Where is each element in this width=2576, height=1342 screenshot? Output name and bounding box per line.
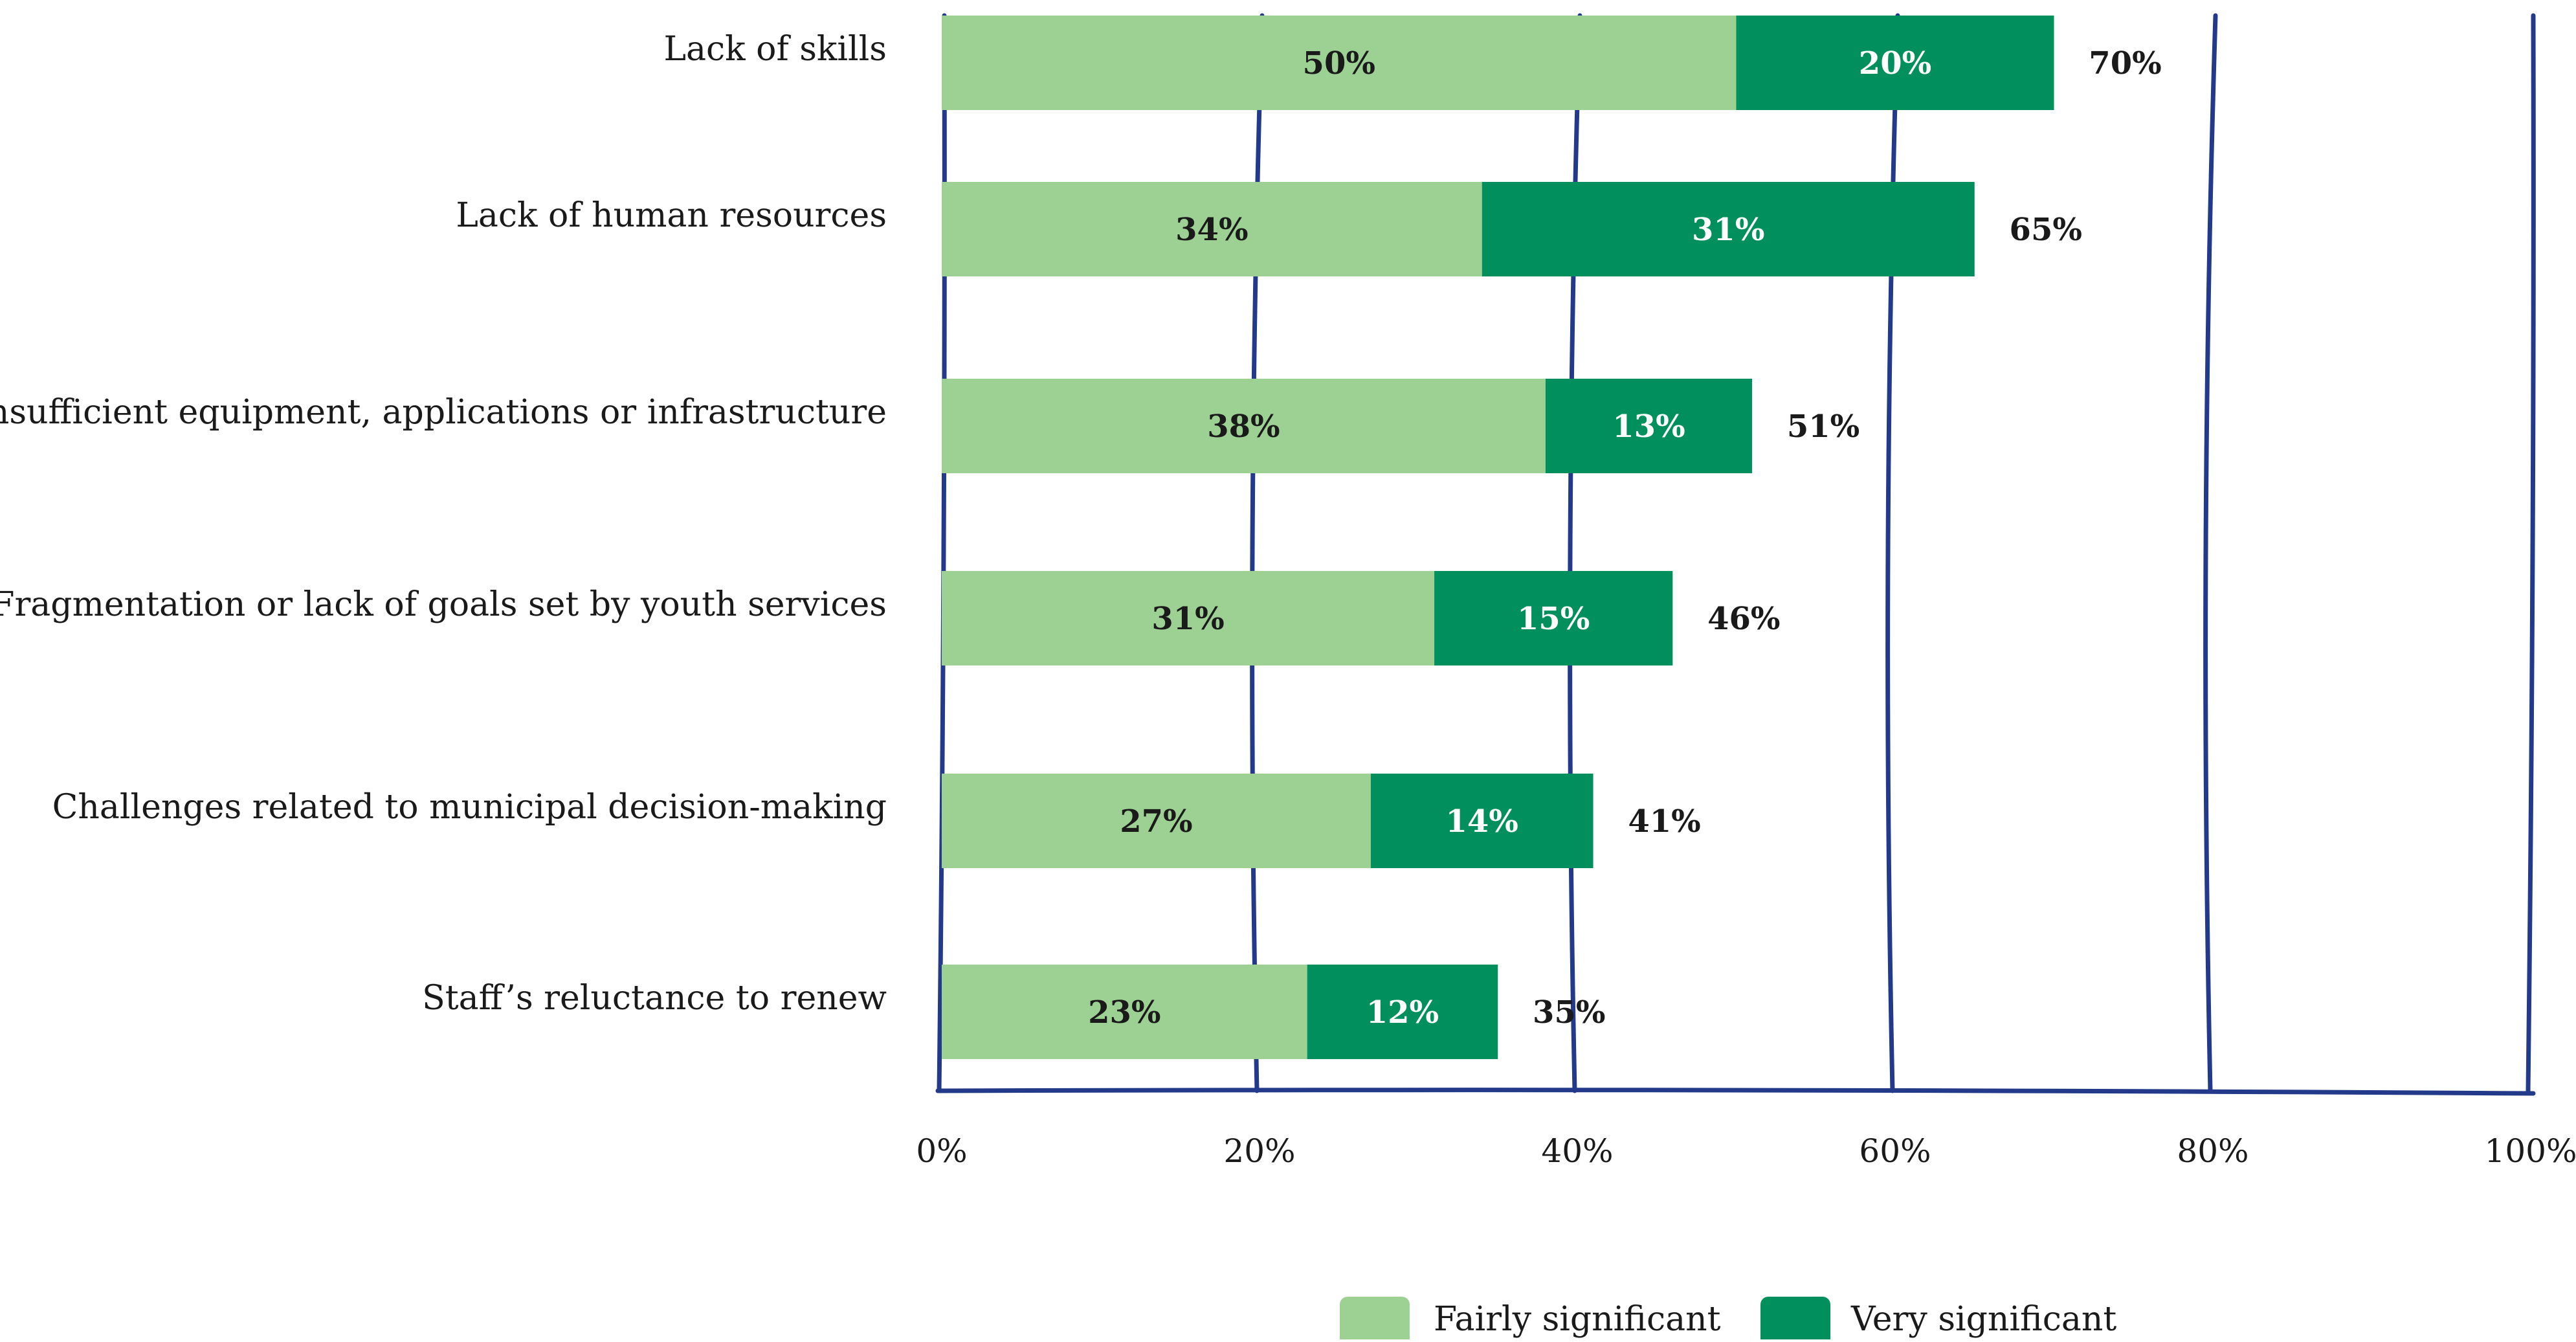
category-label: Lack of skills (663, 30, 887, 69)
data-label: 15% (1517, 601, 1590, 637)
total-label: 46% (1707, 601, 1780, 637)
category-label: Lack of human resources (456, 196, 887, 235)
bar-very-significant (1482, 182, 1975, 276)
category-label: Staff’s reluctance to renew (422, 979, 887, 1018)
category-label: Challenges related to municipal decision… (52, 788, 887, 827)
data-label: 20% (1859, 45, 1931, 82)
bar-layer (942, 16, 2054, 1059)
gridline-20 (1250, 13, 1265, 1093)
x-tick-label: 20% (1223, 1132, 1295, 1170)
bar-fairly-significant (942, 774, 1371, 868)
total-label: 51% (1787, 408, 1860, 445)
bar-very-significant (1545, 379, 1753, 473)
gridline-0 (937, 13, 947, 1093)
bar-fairly-significant (942, 571, 1435, 665)
bar-fairly-significant (942, 16, 1737, 110)
x-tick-label: 40% (1541, 1132, 1613, 1170)
data-label: 23% (1088, 994, 1160, 1031)
data-label: 31% (1151, 601, 1224, 637)
data-label: 38% (1207, 408, 1280, 445)
bar-fairly-significant (942, 182, 1482, 276)
legend-label: Fairly significant (1434, 1300, 1721, 1339)
data-label: 31% (1692, 212, 1764, 248)
gridline-100 (2526, 13, 2536, 1093)
data-label: 13% (1612, 408, 1685, 445)
label-layer: 50% 20% 70% Lack of skills 34% 31% 65% Lack of … (0, 30, 2162, 1031)
grid-layer (937, 13, 2536, 1093)
total-label: 70% (2089, 45, 2161, 82)
x-tick-label: 0% (916, 1132, 967, 1170)
data-label: 12% (1366, 994, 1439, 1031)
bar-fairly-significant (942, 965, 1307, 1059)
gridline-60 (1885, 13, 1900, 1093)
data-label: 14% (1445, 803, 1518, 840)
bar-very-significant (1307, 965, 1498, 1059)
data-label: 50% (1303, 45, 1375, 82)
data-label: 34% (1175, 212, 1248, 248)
total-label: 35% (1533, 994, 1605, 1031)
legend-swatch-very-significant (1760, 1297, 1830, 1342)
gridline-80 (2203, 13, 2218, 1093)
legend: Fairly significant Very significant (1340, 1297, 2116, 1342)
bar-very-significant (1434, 571, 1673, 665)
gridline-40 (1568, 13, 1582, 1093)
bar-very-significant (1736, 16, 2054, 110)
category-label: Fragmentation or lack of goals set by yo… (0, 585, 887, 624)
data-label: 27% (1120, 803, 1192, 840)
legend-label: Very significant (1850, 1300, 2116, 1339)
x-axis-line (935, 1088, 2536, 1096)
x-tick-label: 60% (1859, 1132, 1931, 1170)
total-label: 65% (2010, 212, 2082, 248)
category-label: Insufficient equipment, applications or … (0, 393, 887, 432)
legend-swatch-fairly-significant (1340, 1297, 1410, 1342)
x-tick-label: 100% (2485, 1132, 2576, 1170)
total-label: 41% (1628, 803, 1700, 840)
axis-layer: 0% 20% 40% 60% 80% 100% (916, 1088, 2576, 1170)
bar-fairly-significant (942, 379, 1546, 473)
bar-very-significant (1370, 774, 1593, 868)
x-tick-label: 80% (2177, 1132, 2248, 1170)
